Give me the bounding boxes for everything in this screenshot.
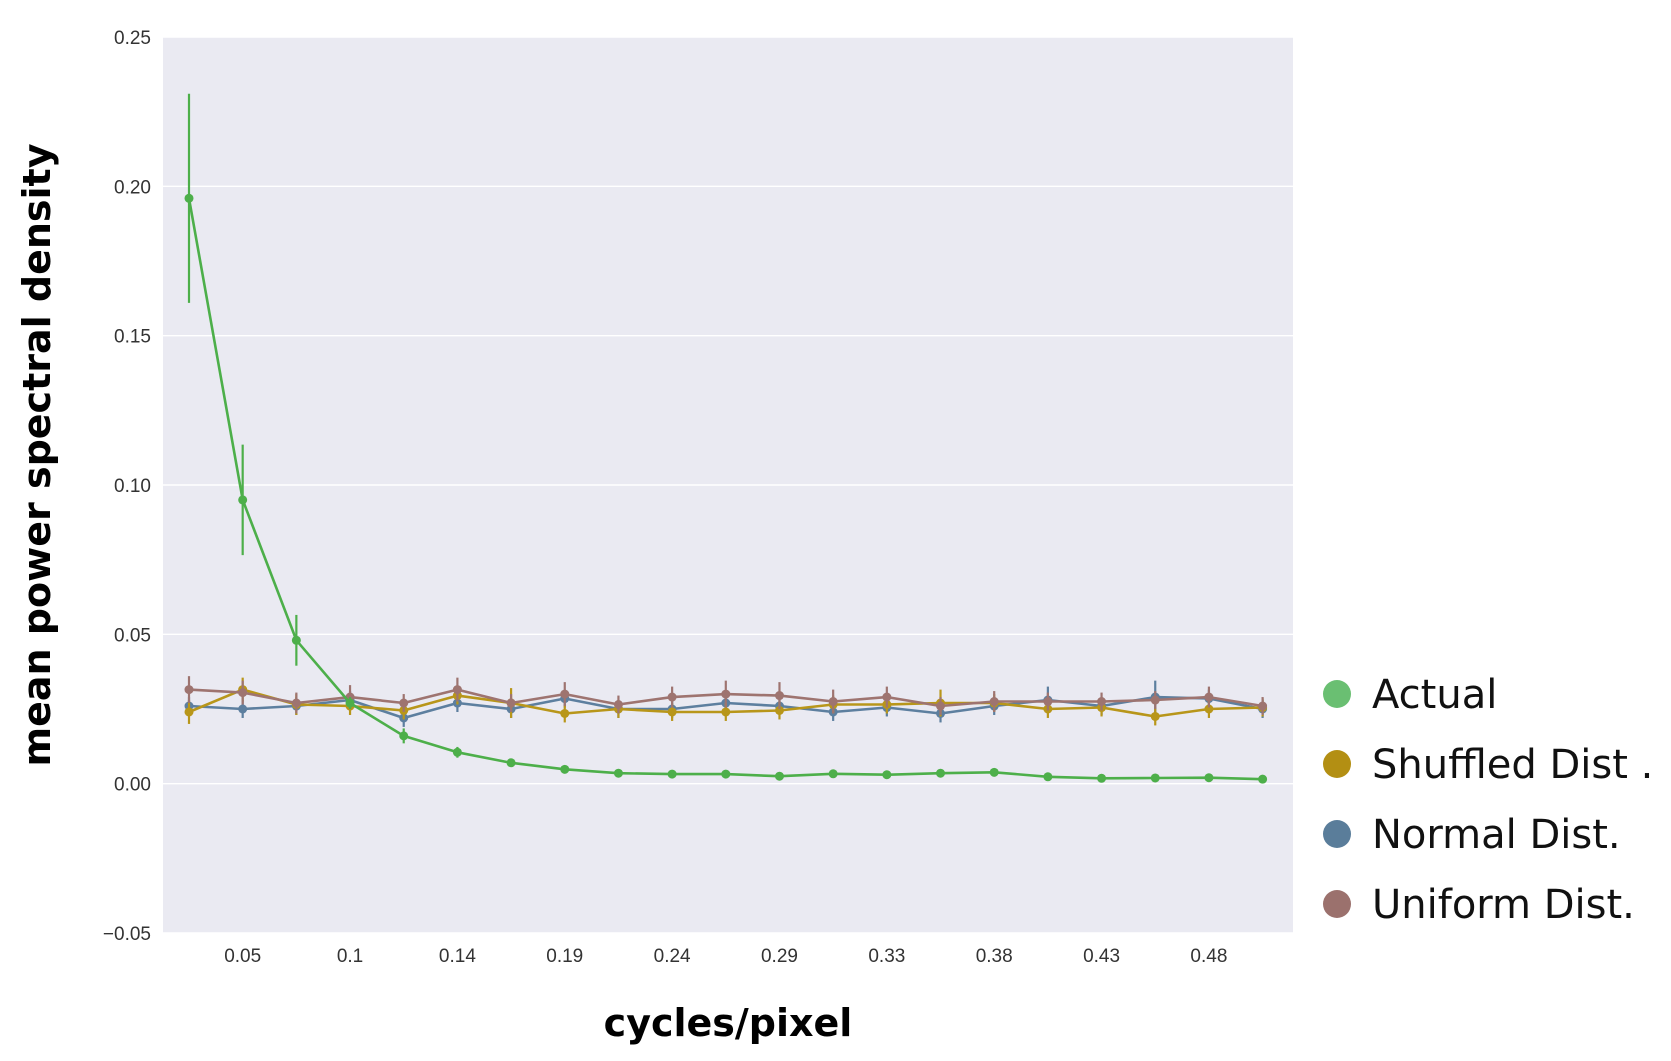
legend-label: Normal Dist.	[1372, 812, 1621, 858]
data-point	[1043, 697, 1053, 707]
legend-marker	[1323, 820, 1351, 848]
data-point	[1097, 697, 1107, 707]
data-point	[399, 698, 409, 708]
x-tick-label: 0.43	[1083, 946, 1120, 967]
legend-marker	[1323, 750, 1351, 778]
data-point	[452, 747, 462, 757]
series-uniform-dist	[184, 676, 1268, 715]
data-point	[506, 758, 516, 768]
data-point	[1150, 695, 1160, 705]
x-tick-label: 0.38	[976, 946, 1013, 967]
data-point	[399, 731, 409, 741]
data-point	[828, 697, 838, 707]
data-point	[1204, 704, 1214, 714]
data-point	[238, 495, 248, 505]
data-point	[613, 768, 623, 778]
y-tick-label: 0.10	[114, 476, 151, 497]
x-tick-label: 0.33	[868, 946, 905, 967]
data-point	[1258, 774, 1268, 784]
data-point	[721, 707, 731, 717]
data-point	[184, 193, 194, 203]
y-tick-label: 0.20	[114, 177, 151, 198]
data-point	[238, 688, 248, 698]
x-tick-label: 0.48	[1190, 946, 1227, 967]
x-tick-label: 0.05	[224, 946, 261, 967]
x-tick-label: 0.29	[761, 946, 798, 967]
data-point	[774, 705, 784, 715]
data-point	[989, 767, 999, 777]
x-axis-ticks: 0.05 0.1 0.14 0.19 0.24 0.29 0.33 0.38 0.43 0.48	[224, 946, 1227, 967]
legend: Actual Shuffled Dist . Normal Dist. Uniform…	[1323, 672, 1653, 928]
data-point	[291, 635, 301, 645]
data-point	[1097, 773, 1107, 783]
data-point	[774, 771, 784, 781]
data-point	[936, 768, 946, 778]
x-tick-label: 0.1	[337, 946, 363, 967]
data-point	[774, 691, 784, 701]
y-tick-label: −0.05	[103, 924, 151, 945]
data-point	[882, 770, 892, 780]
legend-label: Uniform Dist.	[1372, 882, 1635, 928]
data-point	[1043, 772, 1053, 782]
y-axis-ticks: −0.05 0.00 0.05 0.10 0.15 0.20 0.25	[103, 28, 151, 945]
data-point	[1204, 692, 1214, 702]
data-point	[345, 698, 355, 708]
data-point	[184, 685, 194, 695]
data-point	[828, 769, 838, 779]
data-point	[667, 692, 677, 702]
data-point	[667, 707, 677, 717]
y-tick-label: 0.05	[114, 625, 151, 646]
data-point	[506, 698, 516, 708]
data-point	[560, 764, 570, 774]
data-point	[560, 708, 570, 718]
data-point	[1150, 773, 1160, 783]
series-layer	[184, 93, 1268, 784]
data-point	[1258, 701, 1268, 711]
data-point	[1150, 711, 1160, 721]
x-tick-label: 0.24	[654, 946, 691, 967]
x-tick-label: 0.14	[439, 946, 476, 967]
data-point	[291, 698, 301, 708]
data-point	[184, 707, 194, 717]
data-point	[721, 689, 731, 699]
data-point	[989, 697, 999, 707]
y-tick-label: 0.00	[114, 775, 151, 796]
y-axis-label: mean power spectral density	[15, 143, 59, 766]
series-actual	[184, 93, 1268, 784]
data-point	[882, 692, 892, 702]
data-point	[560, 689, 570, 699]
data-point	[721, 769, 731, 779]
grid-lines	[163, 36, 1293, 934]
data-point	[613, 700, 623, 710]
legend-label: Shuffled Dist .	[1372, 742, 1653, 788]
y-tick-label: 0.15	[114, 327, 151, 348]
data-point	[936, 701, 946, 711]
x-tick-label: 0.19	[546, 946, 583, 967]
legend-marker	[1323, 890, 1351, 918]
y-tick-label: 0.25	[114, 28, 151, 49]
legend-label: Actual	[1372, 672, 1497, 718]
data-point	[667, 769, 677, 779]
data-point	[238, 704, 248, 714]
x-axis-label: cycles/pixel	[604, 1001, 853, 1045]
legend-marker	[1323, 680, 1351, 708]
data-point	[1204, 773, 1214, 783]
data-point	[452, 685, 462, 695]
